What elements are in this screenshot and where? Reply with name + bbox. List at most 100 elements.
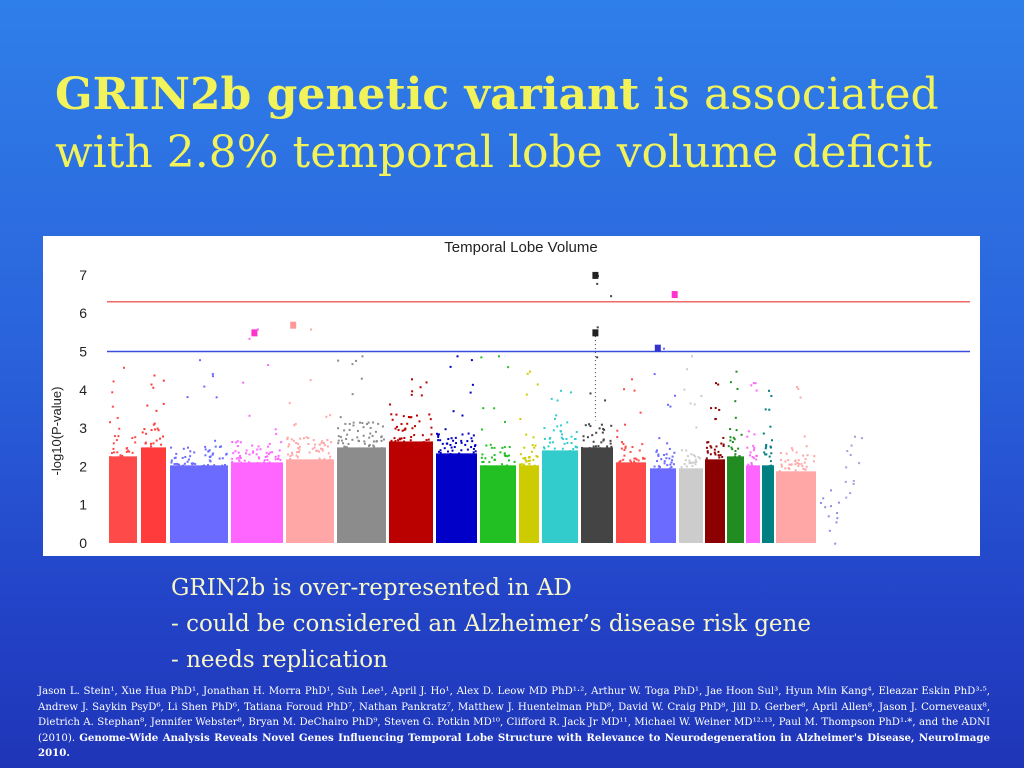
snp-point [346,453,349,456]
snp-peak [498,355,500,358]
snp-point [442,461,445,464]
snp-point [589,425,592,428]
snp-point [636,466,639,469]
snp-point [668,447,671,450]
snp-point [530,450,533,453]
snp-peak [199,359,201,362]
snp-point [125,447,128,450]
snp-point [461,433,464,436]
snp-point [144,457,147,460]
snp-point [638,470,641,473]
snp-point [594,453,597,456]
snp-point [153,422,156,425]
snp-point [362,426,365,429]
snp-point [670,461,673,464]
snp-point [286,467,289,470]
snp-point [720,467,723,470]
snp-band [231,462,283,543]
snp-point [495,467,498,470]
snp-point [449,365,452,368]
snp-point [175,469,178,472]
snp-point [410,393,413,396]
snp-point [111,459,114,462]
snp-point [527,459,530,462]
snp-point [163,447,166,450]
snp-point [525,460,528,463]
snp-point [559,430,562,433]
snp-point [120,459,123,462]
snp-point [484,465,487,468]
snp-band [542,450,578,543]
snp-point [633,460,636,463]
snp-point [156,456,159,459]
snp-point [603,428,606,431]
snp-point [407,446,410,449]
snp-point [768,473,771,476]
snp-point [337,427,340,430]
snp-point [277,465,280,468]
snp-point [389,450,392,453]
snp-point [746,435,749,438]
snp-point [395,413,398,416]
snp-point [411,447,414,450]
y-tick-label: 7 [79,267,87,283]
snp-point [465,460,468,463]
snp-point [682,474,685,477]
snp-point [203,464,206,467]
snp-band [337,447,386,543]
snp-point [294,460,297,463]
snp-point [246,470,249,473]
snp-point [798,478,801,481]
snp-point [373,445,376,448]
snp-point [634,457,637,460]
snp-point [239,441,242,444]
snp-point [389,403,392,406]
snp-point [322,442,325,445]
snp-point [236,445,239,448]
snp-point [721,455,724,458]
snp-point [449,443,452,446]
snp-point [660,475,663,478]
snp-point [722,459,725,462]
snp-point [421,434,424,437]
snp-point [685,449,688,452]
snp-point [460,449,463,452]
snp-point [268,461,271,464]
snp-point [439,461,442,464]
snp-point [680,470,683,473]
snp-point [449,452,452,455]
snp-band [141,447,166,543]
snp-point [709,445,712,448]
snp-point [812,460,815,463]
snp-point [294,466,297,469]
snp-point [221,469,224,472]
snp-point [320,441,323,444]
snp-point [782,478,785,481]
snp-point [601,450,604,453]
snp-point [488,461,491,464]
snp-point [753,433,756,436]
snp-point [734,400,737,403]
snp-band [581,447,613,543]
snp-point [374,430,377,433]
snp-point [732,436,735,439]
highlighted-snp [290,321,297,329]
snp-point [663,453,666,456]
snp-band [389,441,433,543]
snp-point [119,454,122,457]
snp-point [404,428,407,431]
snp-point [208,455,211,458]
snp-point [746,446,749,449]
snp-point [560,454,563,457]
snp-point [402,415,405,418]
snp-point [326,464,329,467]
snp-point [600,441,603,444]
snp-point [411,427,414,430]
snp-point [679,473,682,476]
snp-point [242,381,245,384]
snp-point [318,443,321,446]
snp-point [640,462,643,465]
snp-point [700,471,703,474]
chart-title: Temporal Lobe Volume [444,239,597,256]
snp-point [343,446,346,449]
